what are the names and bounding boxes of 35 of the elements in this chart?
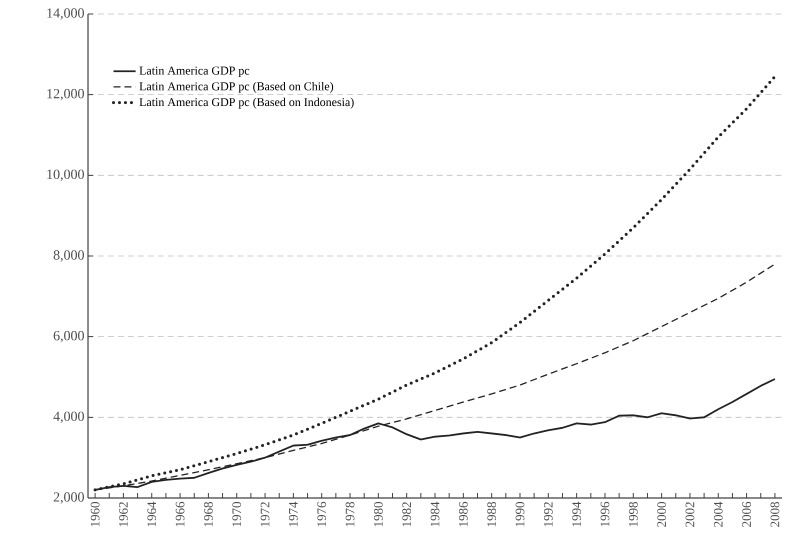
legend-label: Latin America GDP pc bbox=[139, 66, 250, 78]
x-tick-label: 1994 bbox=[572, 502, 581, 526]
x-tick-label: 1998 bbox=[628, 502, 638, 526]
x-tick-label: 1964 bbox=[147, 502, 156, 526]
x-tick-label: 1960 bbox=[90, 502, 100, 526]
y-tick-label: 14,000 bbox=[47, 8, 84, 20]
y-tick-label: 6,000 bbox=[54, 330, 84, 342]
x-tick-label: 1984 bbox=[430, 502, 440, 526]
x-tick-label: 1970 bbox=[232, 502, 242, 526]
x-tick-label: 1974 bbox=[289, 502, 298, 526]
legend-label: Latin America GDP pc (Based on Chile) bbox=[139, 82, 334, 93]
x-tick-label: 1986 bbox=[458, 502, 468, 526]
x-tick-label: 2004 bbox=[714, 502, 723, 527]
y-tick-label: 12,000 bbox=[47, 88, 84, 100]
x-tick-label: 2002 bbox=[686, 502, 694, 527]
y-tick-label: 8,000 bbox=[54, 250, 84, 262]
x-tick-label: 1976 bbox=[317, 502, 326, 526]
x-tick-label: 1996 bbox=[600, 502, 610, 526]
x-tick-label: 2006 bbox=[742, 502, 751, 527]
y-tick-label: 10,000 bbox=[47, 170, 84, 182]
x-tick-label: 1980 bbox=[374, 502, 383, 526]
x-tick-label: 2008 bbox=[770, 502, 780, 527]
x-tick-label: 1962 bbox=[119, 502, 128, 526]
x-tick-label: 1988 bbox=[487, 502, 496, 526]
y-tick-label: 2,000 bbox=[54, 492, 84, 504]
x-tick-label: 1978 bbox=[346, 502, 354, 526]
x-tick-label: 1982 bbox=[402, 502, 412, 526]
y-tick-label: 4,000 bbox=[53, 412, 84, 424]
x-tick-label: 1990 bbox=[516, 502, 524, 526]
x-tick-label: 1972 bbox=[260, 502, 270, 526]
x-tick-label: 1966 bbox=[176, 502, 184, 526]
x-tick-label: 1968 bbox=[204, 502, 213, 526]
x-tick-label: 1992 bbox=[544, 502, 553, 526]
legend-label: Latin America GDP pc (Based on Indonesia) bbox=[139, 98, 354, 109]
x-tick-label: 2000 bbox=[657, 502, 666, 527]
